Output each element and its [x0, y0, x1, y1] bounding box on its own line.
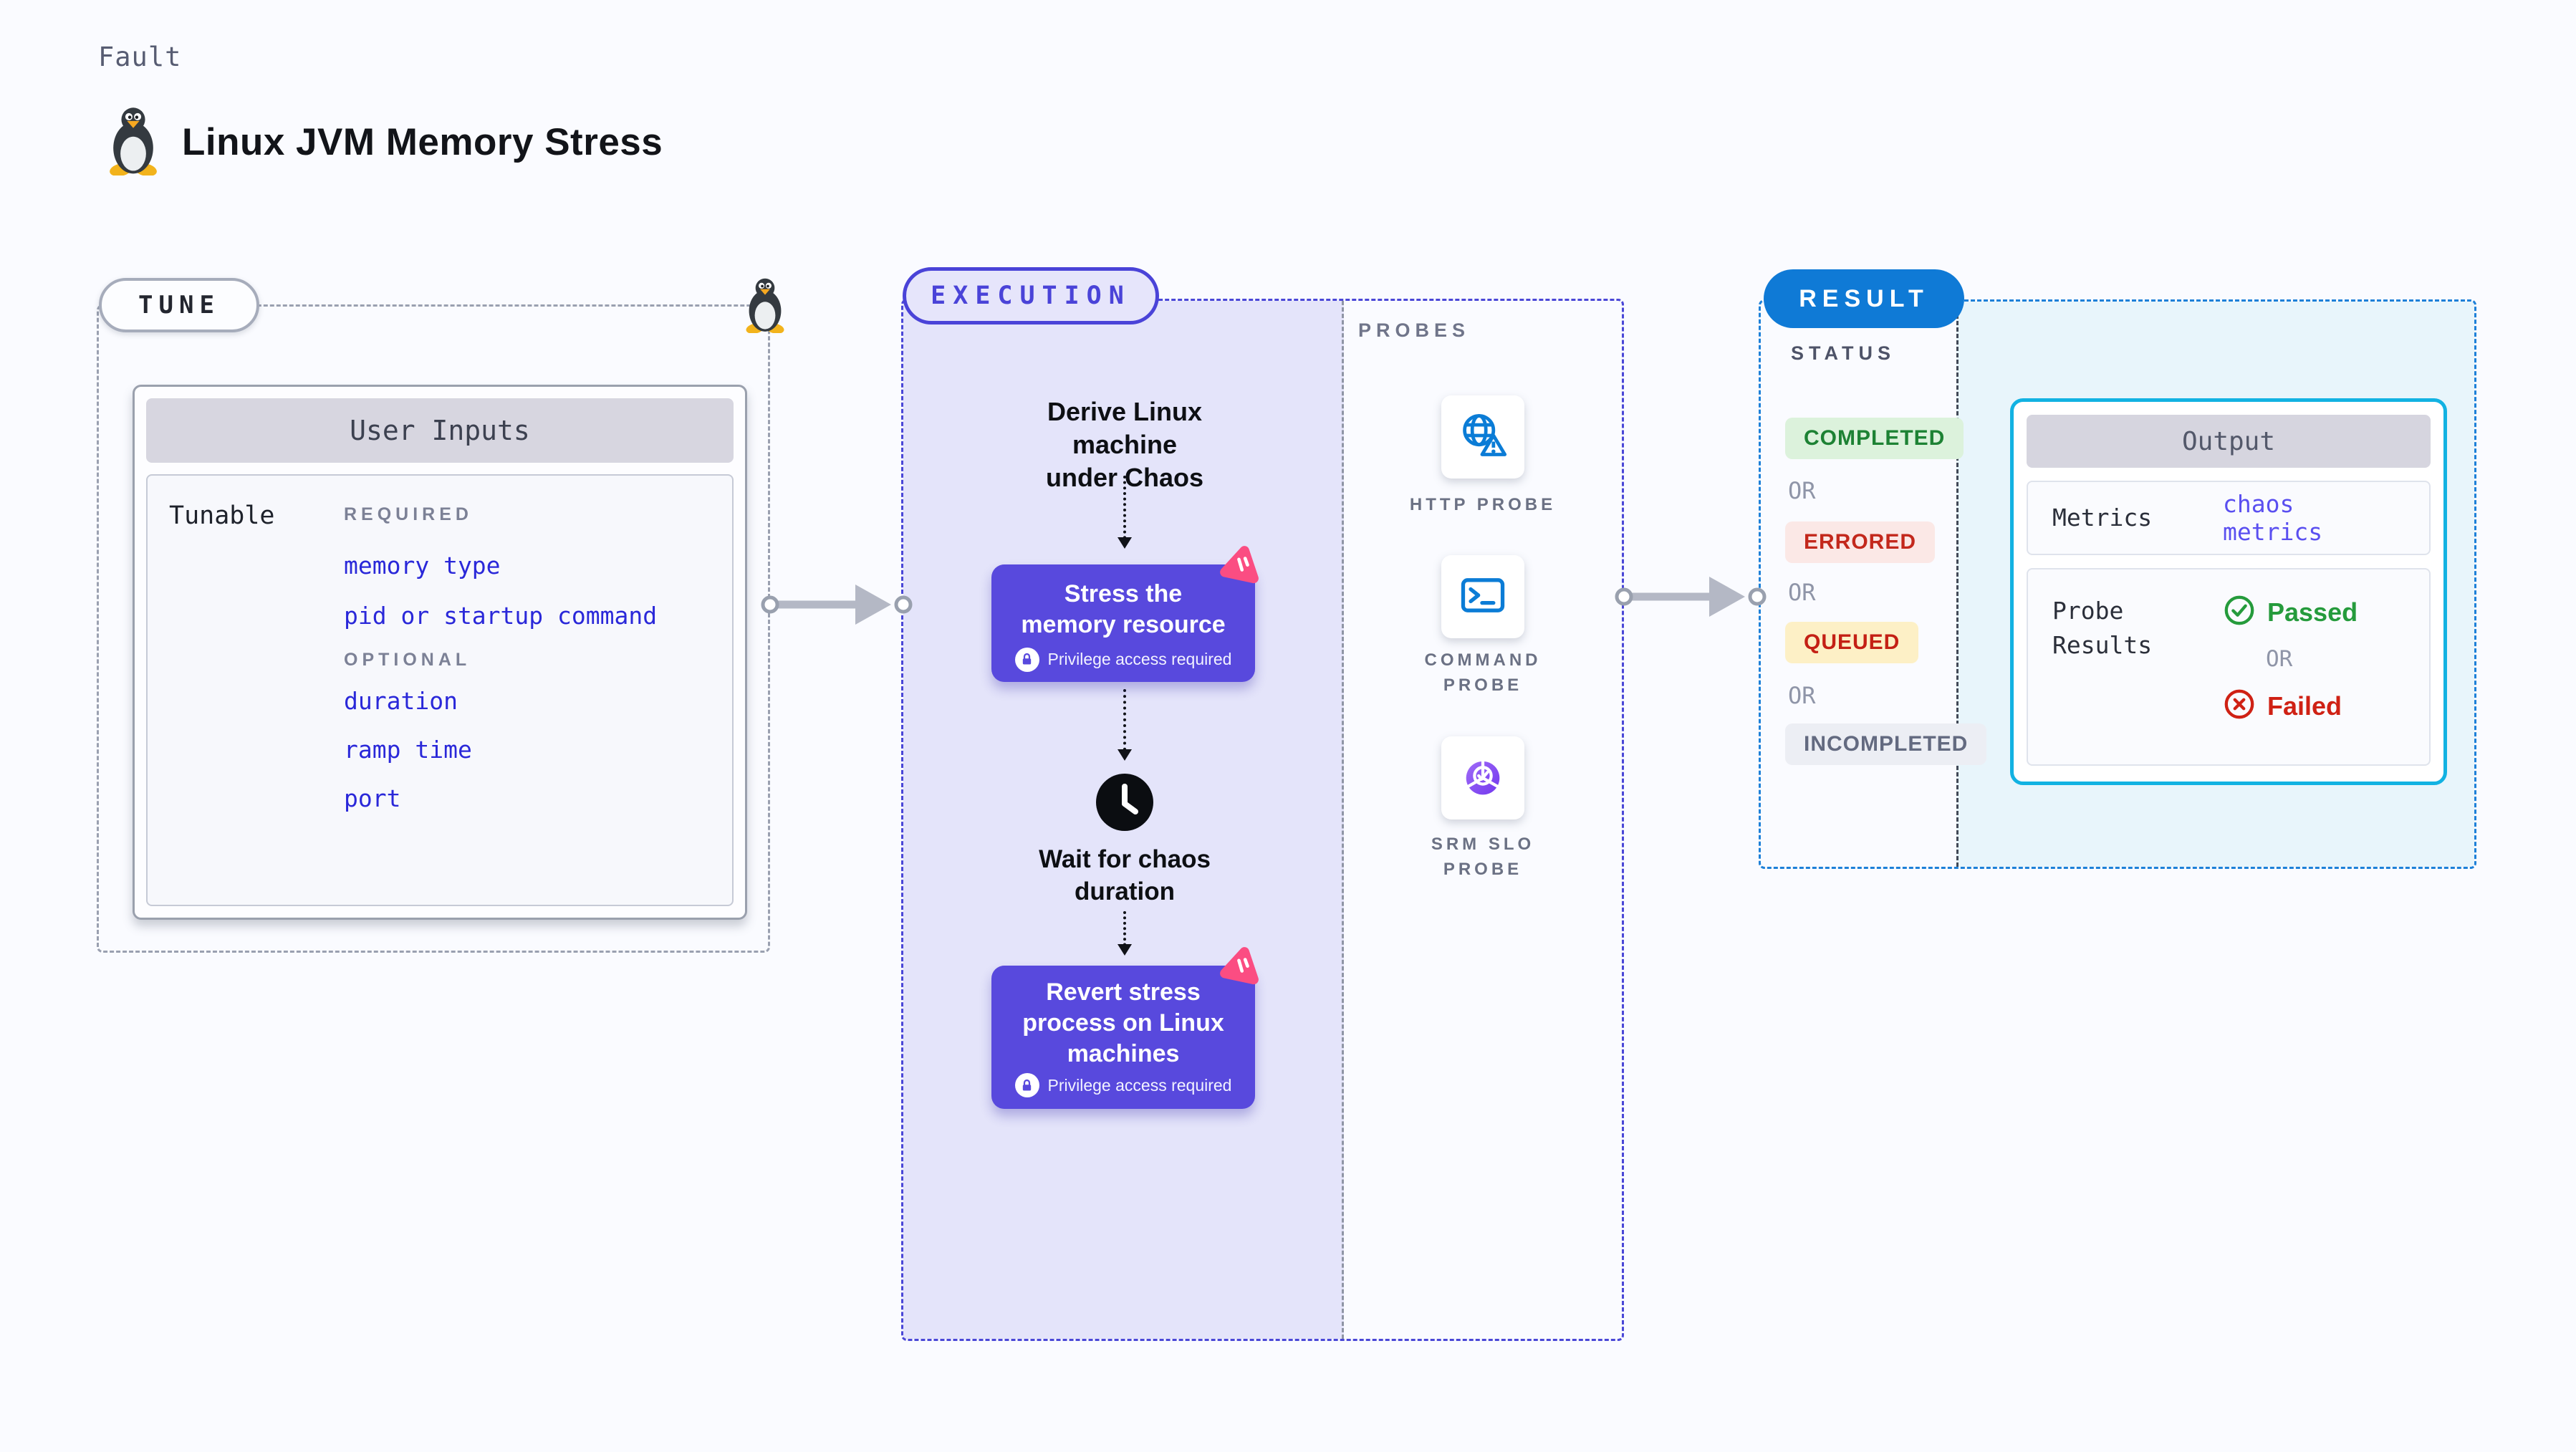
status-or-label: OR — [1788, 579, 1816, 606]
revert-node-note-row: Privilege access required — [991, 1073, 1255, 1098]
tune-pill: TUNE — [99, 278, 259, 332]
user-inputs-header: User Inputs — [146, 398, 734, 463]
fault-kind-label: Fault — [98, 42, 182, 72]
flow-arrow-down-icon — [1118, 476, 1132, 549]
input-memory-type: memory type — [344, 552, 501, 580]
derive-step-text: Derive Linux machine under Chaos — [1045, 397, 1204, 493]
output-card: Output Metrics chaos metrics Probe Resul… — [2010, 398, 2447, 785]
optional-label: OPTIONAL — [344, 650, 471, 670]
command-probe-card — [1441, 555, 1524, 638]
page-title: Linux JVM Memory Stress — [182, 120, 663, 163]
x-circle-icon — [2223, 688, 2256, 724]
revert-node-title: Revert stress process on Linux machines — [1022, 979, 1224, 1067]
revert-stress-node: Revert stress process on Linux machines … — [991, 966, 1255, 1109]
input-duration: duration — [344, 687, 458, 715]
stress-memory-node: Stress the memory resource Privilege acc… — [991, 564, 1255, 682]
probe-results-label: Probe Results — [2052, 597, 2153, 659]
page-title-row: Linux JVM Memory Stress — [105, 105, 663, 179]
output-or-label: OR — [2266, 646, 2293, 672]
execution-to-result-arrow-icon — [1615, 564, 1767, 633]
lock-icon — [1014, 647, 1039, 672]
globe-alert-icon — [1457, 410, 1509, 465]
status-or-label: OR — [1788, 477, 1816, 504]
metrics-row: Metrics chaos metrics — [2027, 481, 2431, 555]
lock-icon — [1014, 1073, 1039, 1098]
failed-line: Failed — [2223, 688, 2358, 724]
probe-results-row: Probe Results Passed OR — [2027, 568, 2431, 766]
chaos-harness-badge-icon — [1218, 943, 1265, 990]
passed-text: Passed — [2267, 597, 2358, 627]
status-badge-completed: COMPLETED — [1785, 418, 1964, 459]
input-ramp-time: ramp time — [344, 736, 472, 764]
required-label: REQUIRED — [344, 504, 473, 524]
failed-text: Failed — [2267, 691, 2342, 721]
input-port: port — [344, 784, 401, 812]
passed-line: Passed — [2223, 594, 2358, 630]
slo-pie-icon — [1457, 751, 1509, 806]
metrics-value-link: chaos metrics — [2223, 490, 2323, 546]
check-circle-icon — [2223, 594, 2256, 630]
input-pid-or-startup-command: pid or startup command — [344, 602, 658, 630]
user-inputs-body: Tunable REQUIRED memory type pid or star… — [146, 474, 734, 906]
tux-penguin-icon — [105, 105, 162, 179]
status-badge-incompleted: INCOMPLETED — [1785, 723, 1987, 765]
probes-section-label: PROBES — [1358, 319, 1471, 341]
tune-section-box — [97, 304, 770, 953]
http-probe-card — [1441, 395, 1524, 479]
srm-slo-probe-label: SRM SLO PROBE — [1431, 835, 1535, 879]
status-badge-errored: ERRORED — [1785, 521, 1936, 563]
tux-penguin-icon-small — [742, 277, 788, 337]
flow-arrow-down-icon — [1118, 911, 1132, 956]
flow-arrow-down-icon — [1118, 689, 1132, 761]
terminal-icon — [1457, 569, 1509, 625]
tune-to-execution-arrow-icon — [761, 572, 913, 640]
http-probe-label: HTTP PROBE — [1409, 495, 1557, 514]
execution-pill: EXECUTION — [903, 267, 1159, 324]
user-inputs-card: User Inputs Tunable REQUIRED memory type… — [133, 385, 747, 920]
stress-node-title: Stress the memory resource — [1021, 580, 1226, 638]
srm-slo-probe-card — [1441, 736, 1524, 819]
result-pill: RESULT — [1764, 269, 1964, 328]
status-badge-queued: QUEUED — [1785, 622, 1919, 663]
command-probe-label: COMMAND PROBE — [1424, 650, 1542, 695]
status-label: STATUS — [1791, 342, 1895, 364]
privilege-note: Privilege access required — [1047, 650, 1232, 669]
privilege-note: Privilege access required — [1047, 1075, 1232, 1095]
wait-step-text: Wait for chaos duration — [1039, 845, 1211, 905]
tunable-label: Tunable — [169, 501, 275, 530]
stress-node-note-row: Privilege access required — [991, 647, 1255, 672]
chaos-harness-badge-icon — [1218, 542, 1265, 589]
metrics-label: Metrics — [2052, 504, 2153, 532]
clock-icon — [1095, 772, 1155, 832]
status-or-label: OR — [1788, 682, 1816, 709]
output-header: Output — [2027, 415, 2431, 468]
